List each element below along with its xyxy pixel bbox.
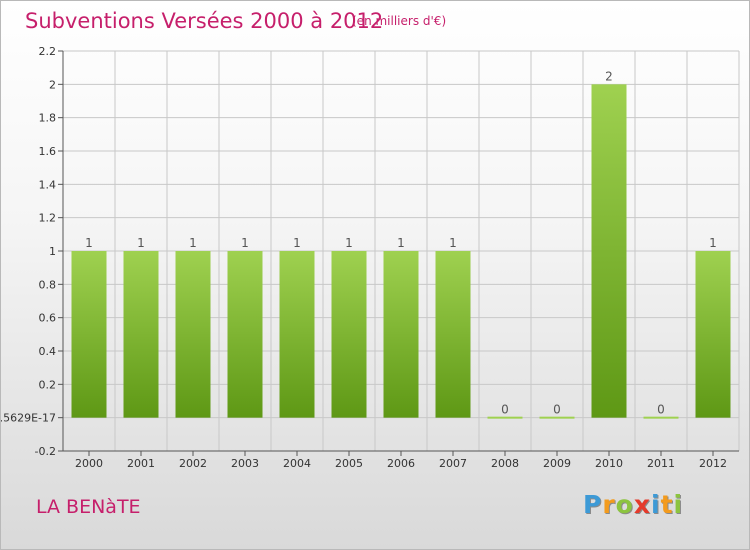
x-tick-label: 2000 (75, 457, 103, 470)
y-tick-label: 1.4 (39, 178, 57, 191)
bar-2003 (227, 251, 263, 418)
x-tick-label: 2006 (387, 457, 415, 470)
logo-letter: i (673, 490, 684, 519)
bar-2010 (591, 84, 627, 418)
data-labels: 1 1 1 1 1 1 1 1 0 0 2 0 1 (85, 69, 717, 416)
data-label: 0 (501, 403, 509, 417)
bar-2008 (487, 416, 523, 419)
data-label: 1 (189, 236, 197, 250)
x-tick-label: 2007 (439, 457, 467, 470)
data-label: 0 (553, 403, 561, 417)
data-label: 1 (85, 236, 93, 250)
data-label: 1 (293, 236, 301, 250)
bar-2012 (695, 251, 731, 418)
bar-2001 (123, 251, 159, 418)
y-tick-label: 0.2 (39, 378, 57, 391)
proxiti-logo: Proxiti (583, 490, 683, 519)
bar-2011 (643, 416, 679, 419)
logo-letter: P (583, 490, 603, 519)
y-tick-label: 2 (49, 78, 56, 91)
data-label: 1 (137, 236, 145, 250)
logo-letter: r (602, 490, 616, 519)
y-tick-label: 0.4 (39, 345, 57, 358)
data-label: 1 (345, 236, 353, 250)
data-label: 1 (397, 236, 405, 250)
data-label: 0 (657, 403, 665, 417)
bar-2006 (383, 251, 419, 418)
chart-unit-note: (en milliers d'€) (352, 14, 447, 28)
y-tick-label: 0.6 (39, 312, 57, 325)
x-tick-label: 2005 (335, 457, 363, 470)
logo-letter: x (633, 490, 651, 519)
x-tick-label: 2010 (595, 457, 623, 470)
bar-2007 (435, 251, 471, 418)
logo-letter: i (651, 490, 661, 519)
data-label: 2 (605, 69, 613, 83)
y-tick-label: 0.8 (39, 278, 57, 291)
x-tick-label: 2001 (127, 457, 155, 470)
chart-title: Subventions Versées 2000 à 2012 (25, 9, 384, 33)
y-tick-label: 1.6 (39, 145, 57, 158)
x-tick-label: 2011 (647, 457, 675, 470)
data-label: 1 (449, 236, 457, 250)
bar-2005 (331, 251, 367, 418)
bar-2002 (175, 251, 211, 418)
logo-letter: o (615, 490, 634, 519)
bars (71, 84, 731, 419)
bar-2000 (71, 251, 107, 418)
y-tick-label: 1 (49, 245, 56, 258)
logo-letter: t (660, 490, 674, 519)
y-tick-label: 2.2 (39, 45, 57, 58)
data-label: 1 (241, 236, 249, 250)
y-tick-label: -0.2 (35, 445, 56, 458)
y-tick-label: -1.5629E-17 (1, 412, 56, 425)
data-label: 1 (709, 236, 717, 250)
bar-2009 (539, 416, 575, 419)
bar-2004 (279, 251, 315, 418)
x-tick-label: 2002 (179, 457, 207, 470)
y-tick-label: 1.2 (39, 212, 57, 225)
x-tick-label: 2009 (543, 457, 571, 470)
x-tick-label: 2004 (283, 457, 311, 470)
y-tick-label: 1.8 (39, 112, 57, 125)
axes: 2.2 2 1.8 1.6 1.4 1.2 1 0.8 0.6 0.4 0.2 -1.5629E-17… (1, 45, 739, 470)
x-tick-label: 2008 (491, 457, 519, 470)
x-tick-label: 2003 (231, 457, 259, 470)
place-name: LA BENàTE (36, 496, 141, 518)
x-tick-label: 2012 (699, 457, 727, 470)
